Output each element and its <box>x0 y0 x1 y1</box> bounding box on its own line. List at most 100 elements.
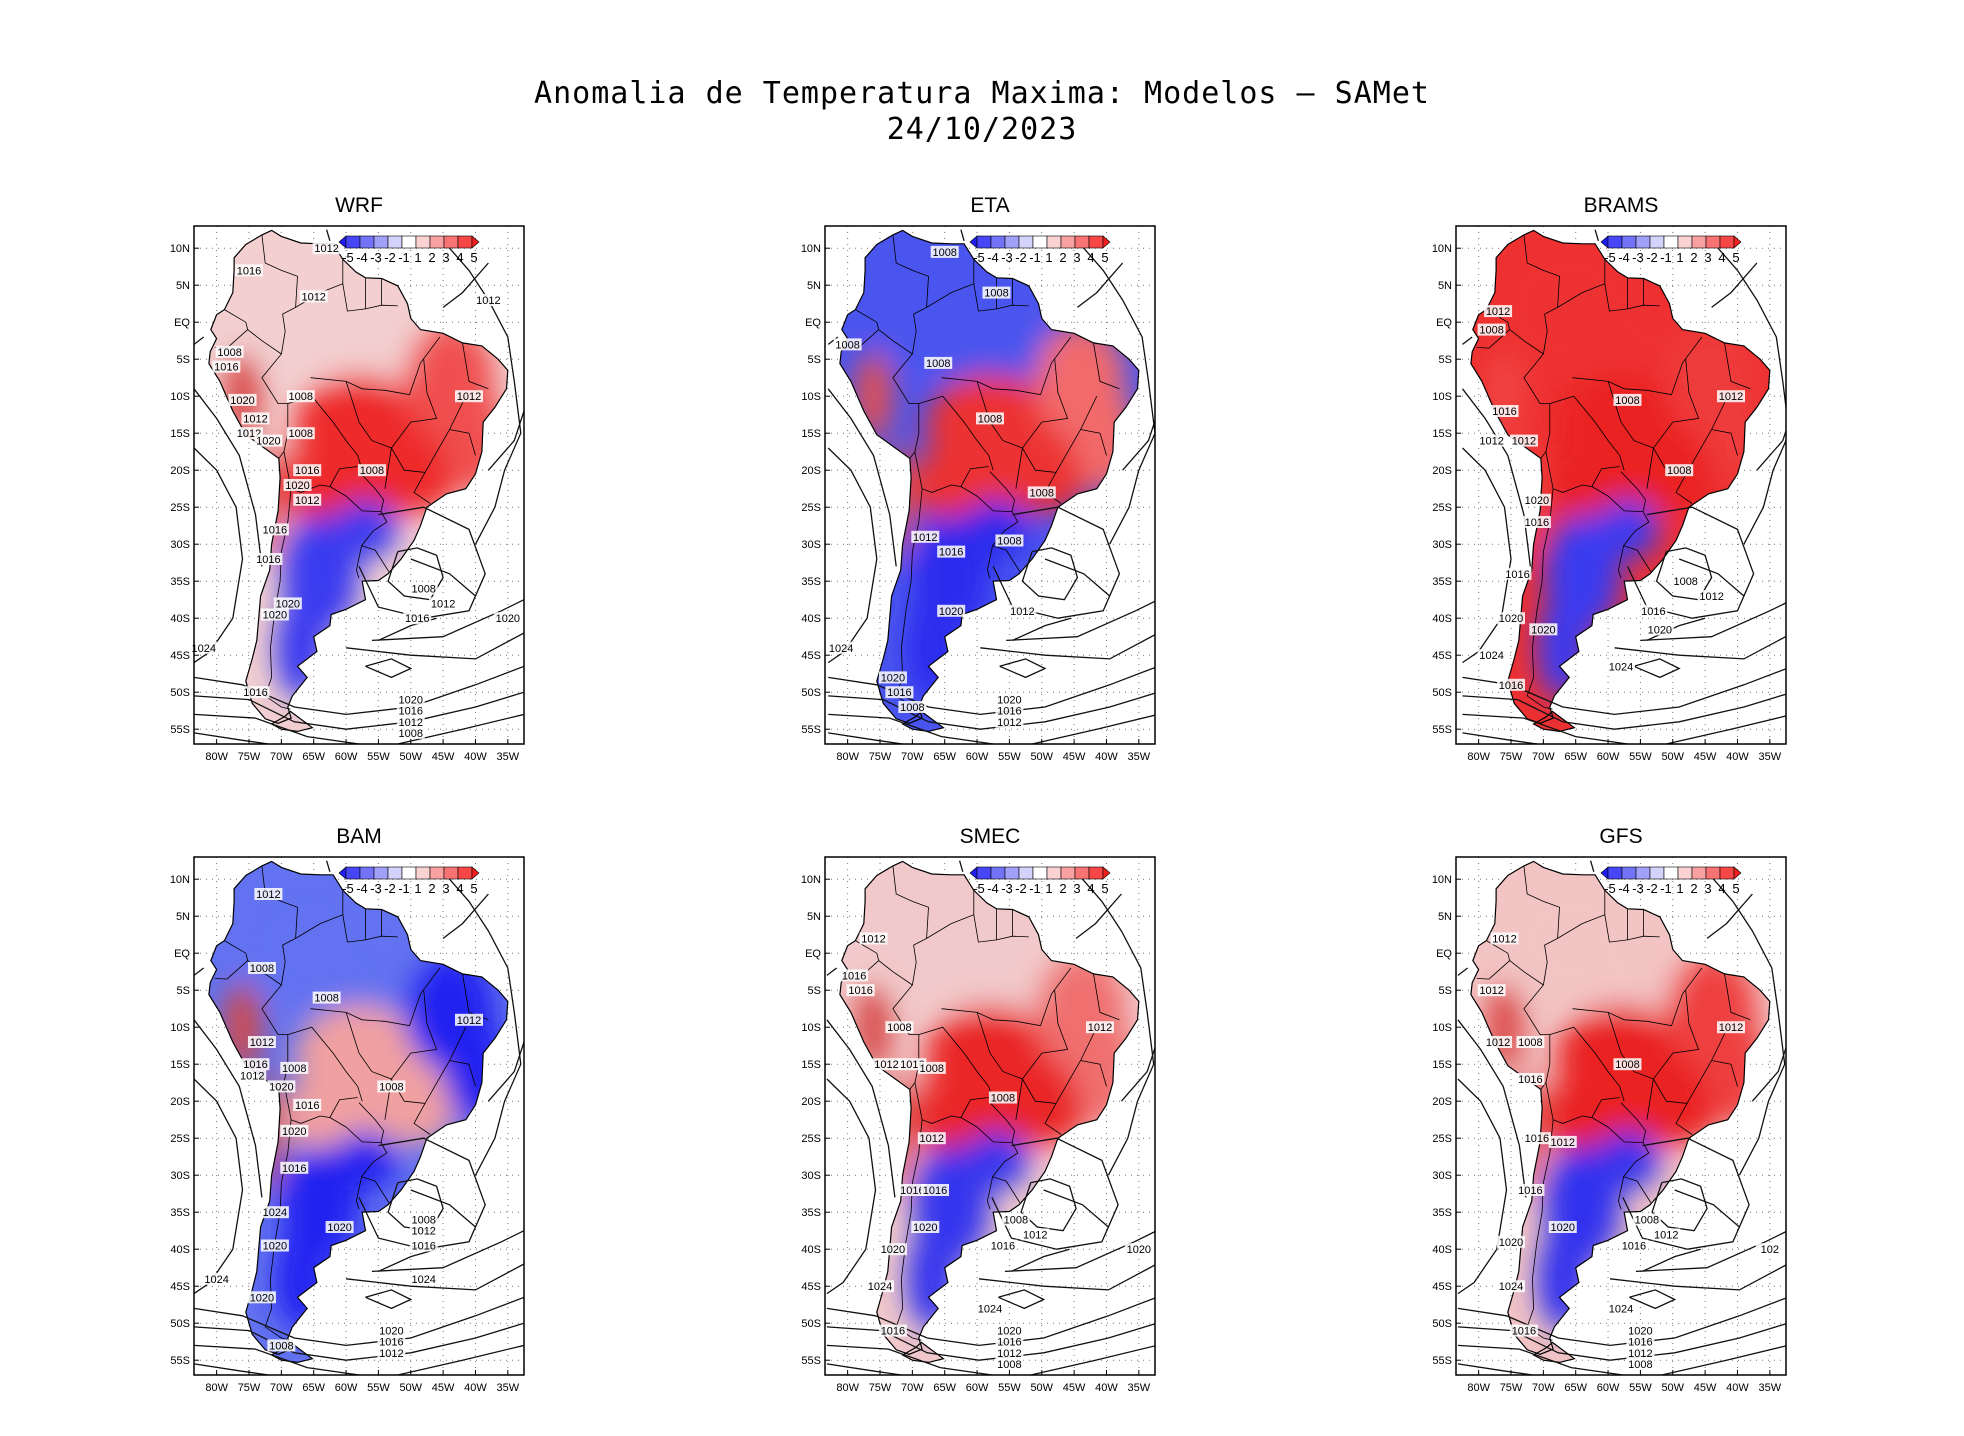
axis-ticks: 10N 5N EQ 5S 10S 15S 20S 25S 30S 35S 40S 45S 50S 55S 8… <box>170 243 520 763</box>
colorbar-swatch <box>1060 866 1076 880</box>
colorbar-swatch <box>429 235 445 249</box>
lat-tick-label: 5S <box>1439 354 1452 366</box>
colorbar-label: 5 <box>1101 250 1108 265</box>
isobar-label: 1008 <box>314 993 338 1005</box>
colorbar-label: 1 <box>1045 250 1052 265</box>
colorbar-swatch <box>1649 235 1665 249</box>
isobar-label: 1012 <box>1628 1348 1652 1360</box>
isobar-label: 1016 <box>923 1185 947 1197</box>
colorbar-label: -2 <box>1646 881 1658 896</box>
isobar-label: 1008 <box>1004 1215 1028 1227</box>
lat-tick-label: 25S <box>801 502 821 514</box>
lon-tick-label: 55W <box>1629 751 1652 763</box>
colorbar-label: 4 <box>456 250 463 265</box>
colorbar-label: -1 <box>1029 250 1041 265</box>
lat-tick-label: EQ <box>805 317 821 329</box>
isobar-label: 1020 <box>327 1222 351 1234</box>
colorbar-label: -2 <box>384 881 396 896</box>
lat-tick-label: 25S <box>1432 1133 1452 1145</box>
lat-tick-label: 50S <box>1432 687 1452 699</box>
isobar-label: 102 <box>1761 1244 1779 1256</box>
lon-tick-label: 35W <box>497 751 520 763</box>
lon-tick-label: 75W <box>238 1382 261 1394</box>
colorbar-label: 2 <box>1059 250 1066 265</box>
lon-tick-label: 60W <box>1597 1382 1620 1394</box>
colorbar-swatch <box>1074 235 1090 249</box>
lat-tick-label: 45S <box>170 1281 190 1293</box>
lon-tick-label: 50W <box>1661 1382 1684 1394</box>
lat-tick-label: 20S <box>1432 1096 1452 1108</box>
lon-tick-label: 35W <box>497 1382 520 1394</box>
lon-tick-label: 55W <box>998 1382 1021 1394</box>
isobar-label: 1024 <box>204 1274 228 1286</box>
isobar-label: 1020 <box>1127 1244 1151 1256</box>
lat-tick-label: 55S <box>170 1355 190 1367</box>
isobar-label: 1012 <box>920 1133 944 1145</box>
lon-tick-label: 45W <box>1694 751 1717 763</box>
colorbar-swatch <box>1018 866 1034 880</box>
isobar-label: 1020 <box>282 1126 306 1138</box>
lat-tick-label: 5S <box>1439 985 1452 997</box>
lat-tick-label: 40S <box>801 1244 821 1256</box>
isobar-label: 1012 <box>250 1037 274 1049</box>
map-frame <box>193 856 525 1376</box>
colorbar-label: -4 <box>987 250 999 265</box>
colorbar-swatch <box>1046 235 1062 249</box>
axis-ticks: 10N 5N EQ 5S 10S 15S 20S 25S 30S 35S 40S 45S 50S 55S 8… <box>801 874 1151 1394</box>
isobar-label: 1012 <box>243 413 267 425</box>
lat-tick-label: 55S <box>1432 724 1452 736</box>
lon-tick-label: 70W <box>270 751 293 763</box>
lat-tick-label: 10N <box>1432 874 1452 886</box>
colorbar-swatch <box>373 866 389 880</box>
isobar-label: 1012 <box>476 295 500 307</box>
isobar-label: 1008 <box>379 1081 403 1093</box>
colorbar: -5 -4 -3 -2 -1 1 2 3 4 5 <box>1600 866 1742 896</box>
lat-tick-label: 15S <box>1432 428 1452 440</box>
colorbar-label: -5 <box>973 881 985 896</box>
lat-tick-label: 10S <box>1432 1022 1452 1034</box>
isobar-label: 1024 <box>1499 1281 1523 1293</box>
isobar-label: 1008 <box>282 1063 306 1075</box>
colorbar-label: 1 <box>1676 881 1683 896</box>
colorbar-label: -4 <box>356 250 368 265</box>
isobar-label: 1008 <box>250 963 274 975</box>
map-frame <box>193 225 525 745</box>
isobar-label: 1012 <box>1512 436 1536 448</box>
colorbar-swatch <box>1046 866 1062 880</box>
colorbar-swatch <box>1705 235 1721 249</box>
colorbar-label: -5 <box>342 250 354 265</box>
lat-tick-label: 30S <box>1432 1170 1452 1182</box>
lat-tick-label: 20S <box>801 465 821 477</box>
colorbar-swatch <box>1705 866 1721 880</box>
isobar-label: 1008 <box>217 347 241 359</box>
isobar-label: 1020 <box>250 1292 274 1304</box>
lon-tick-label: 35W <box>1759 1382 1782 1394</box>
colorbar-label: -1 <box>398 881 410 896</box>
lat-tick-label: 45S <box>801 1281 821 1293</box>
lon-tick-label: 70W <box>901 751 924 763</box>
isobar-label: 1016 <box>256 554 280 566</box>
panel-title-bam: BAM <box>336 825 382 848</box>
figure-title: Anomalia de Temperatura Maxima: Modelos … <box>534 76 1430 111</box>
lon-tick-label: 65W <box>933 751 956 763</box>
isobars <box>194 860 524 1375</box>
lat-tick-label: 30S <box>1432 539 1452 551</box>
isobar-label: 1024 <box>829 643 853 655</box>
isobar-label: 1008 <box>1667 465 1691 477</box>
colorbar-label: 1 <box>1045 881 1052 896</box>
lat-tick-label: 5N <box>807 280 821 292</box>
isobar-label: 1012 <box>1492 933 1516 945</box>
lon-tick-label: 70W <box>901 1382 924 1394</box>
lat-tick-label: 15S <box>801 428 821 440</box>
colorbar-label: 2 <box>1690 250 1697 265</box>
isobar-label: 1016 <box>1499 680 1523 692</box>
colorbar-swatch <box>1018 235 1034 249</box>
isobar-label: 1020 <box>263 610 287 622</box>
lon-tick-label: 40W <box>1095 1382 1118 1394</box>
colorbar-swatch <box>359 235 375 249</box>
isobar-label: 1016 <box>411 1241 435 1253</box>
colorbar-label: 3 <box>442 250 449 265</box>
